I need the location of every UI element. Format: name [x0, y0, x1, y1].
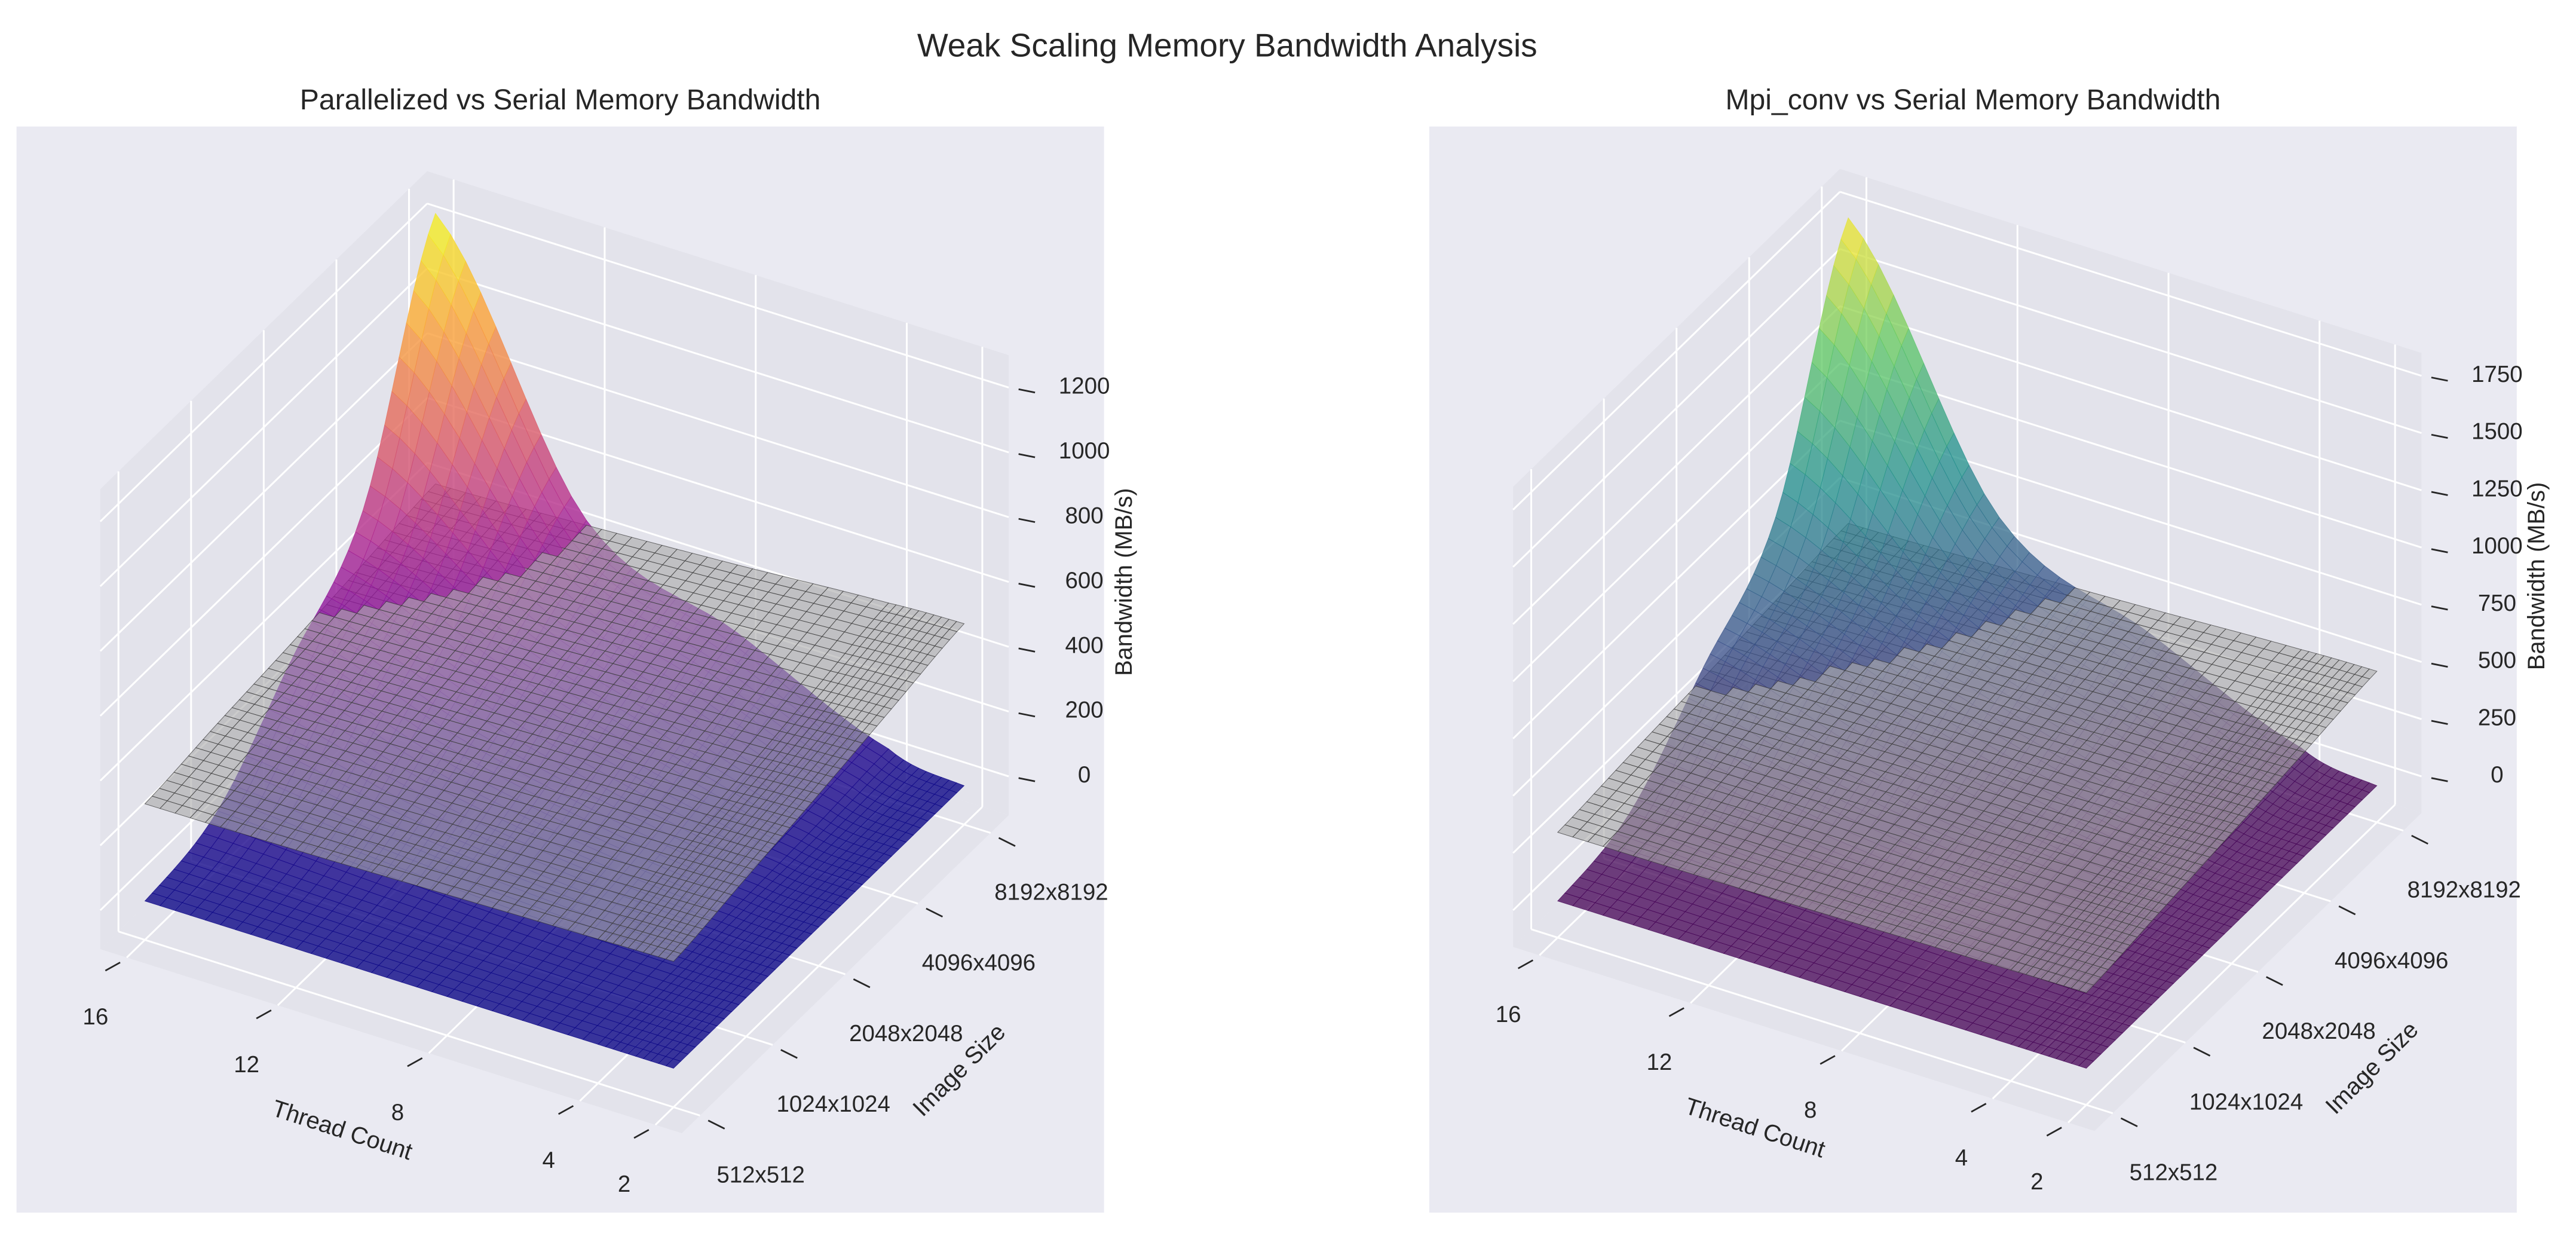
- z-tick-label: 800: [1065, 503, 1104, 528]
- y-tick-label: 8192x8192: [994, 879, 1108, 905]
- grid-line: [99, 332, 428, 652]
- subplot-title: Parallelized vs Serial Memory Bandwidth: [300, 84, 821, 116]
- z-tick: [1018, 583, 1036, 588]
- x-tick-label: 4: [1955, 1145, 1968, 1171]
- z-tick-label: 750: [2478, 591, 2516, 616]
- grid-line: [427, 267, 1009, 454]
- z-axis-label: Bandwidth (MB/s): [2523, 482, 2550, 671]
- z-tick-label: 200: [1065, 697, 1104, 723]
- subplot: Parallelized vs Serial Memory Bandwidth 2…: [16, 84, 1137, 1213]
- y-tick: [707, 1119, 725, 1130]
- x-tick-label: 4: [542, 1148, 555, 1173]
- grid-line: [99, 203, 428, 522]
- x-tick-label: 2: [618, 1171, 630, 1197]
- y-tick-label: 2048x2048: [2262, 1018, 2375, 1044]
- subplot-title: Mpi_conv vs Serial Memory Bandwidth: [1725, 84, 2220, 116]
- y-tick-label: 8192x8192: [2407, 877, 2521, 903]
- z-tick-label: 400: [1065, 632, 1104, 658]
- x-tick: [558, 1105, 574, 1115]
- y-tick: [780, 1049, 798, 1059]
- z-tick: [1018, 453, 1036, 458]
- y-tick-label: 512x512: [716, 1162, 805, 1188]
- x-tick-label: 16: [1496, 1002, 1521, 1027]
- x-tick-label: 2: [2030, 1169, 2043, 1195]
- grid-line: [118, 931, 700, 1116]
- x-tick-label: 8: [1804, 1097, 1817, 1123]
- z-tick-label: 1000: [2471, 533, 2523, 559]
- z-tick-label: 1000: [1059, 438, 1110, 464]
- z-tick-label: 500: [2478, 648, 2516, 674]
- z-tick: [1018, 518, 1036, 523]
- z-tick-label: 600: [1065, 568, 1104, 593]
- x-tick-label: 8: [391, 1100, 404, 1125]
- y-tick-label: 4096x4096: [922, 950, 1036, 976]
- z-tick-label: 1250: [2471, 476, 2523, 501]
- z-tick: [1018, 777, 1036, 782]
- x-tick: [256, 1009, 272, 1020]
- surface-facet: [428, 213, 451, 256]
- z-tick: [1018, 388, 1036, 394]
- z-tick-label: 1750: [2471, 362, 2523, 387]
- x-tick: [407, 1057, 423, 1067]
- x-tick-label: 12: [1647, 1050, 1673, 1075]
- y-tick-label: 2048x2048: [849, 1021, 963, 1047]
- x-tick: [633, 1129, 650, 1139]
- x-tick: [105, 962, 121, 972]
- z-tick-label: 1500: [2471, 419, 2523, 445]
- x-tick-label: 16: [82, 1004, 108, 1030]
- y-tick-label: 1024x1024: [2189, 1089, 2303, 1115]
- z-tick-label: 0: [1078, 762, 1091, 788]
- z-tick: [1018, 712, 1036, 718]
- y-tick-label: 512x512: [2130, 1160, 2218, 1186]
- y-tick: [926, 907, 944, 918]
- grid-line: [99, 267, 428, 588]
- y-tick-label: 1024x1024: [777, 1091, 890, 1117]
- z-tick-label: 1200: [1059, 374, 1110, 399]
- y-tick-label: 4096x4096: [2335, 948, 2448, 974]
- y-tick: [853, 978, 871, 989]
- z-axis-label: Bandwidth (MB/s): [1111, 488, 1137, 676]
- z-tick-label: 250: [2478, 705, 2516, 730]
- subplot: Mpi_conv vs Serial Memory Bandwidth 2 4 8 12…: [1429, 84, 2550, 1213]
- z-tick-label: 0: [2491, 762, 2503, 788]
- z-tick: [1018, 647, 1036, 653]
- grid-line: [427, 203, 1009, 388]
- x-tick-label: 12: [234, 1052, 259, 1078]
- grid-line: [99, 397, 428, 717]
- y-tick: [998, 837, 1016, 847]
- grid-line: [427, 332, 1009, 518]
